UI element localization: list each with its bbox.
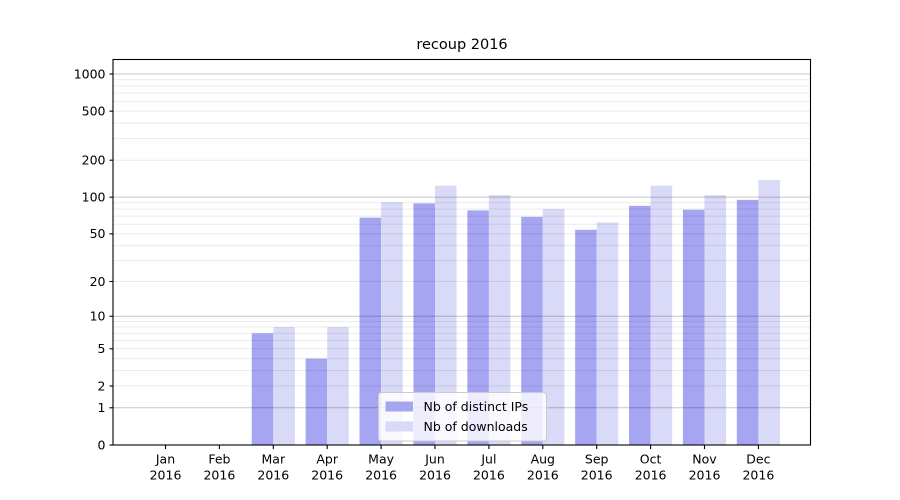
bar-ips-nov-2016 (682, 209, 705, 445)
x-tick-label-year-mar-2016: 2016 (257, 468, 289, 483)
bar-downloads-oct-2016 (650, 185, 673, 445)
bar-ips-apr-2016 (305, 358, 328, 445)
x-tick-label-aug-2016: Aug (531, 452, 555, 467)
y-tick-label-10: 10 (90, 309, 106, 324)
legend-swatch-nb-of-downloads (385, 421, 413, 432)
bar-ips-jun-2016 (413, 203, 435, 445)
chart-title: recoup 2016 (416, 37, 508, 53)
bar-downloads-sep-2016 (596, 222, 619, 445)
x-tick-label-year-jun-2016: 2016 (419, 468, 451, 483)
legend-box (378, 392, 547, 442)
bar-ips-may-2016 (359, 217, 382, 445)
x-tick-label-year-jan-2016: 2016 (150, 468, 182, 483)
bar-ips-aug-2016 (521, 216, 543, 445)
y-tick-label-2: 2 (98, 378, 106, 393)
x-tick-label-year-dec-2016: 2016 (742, 468, 774, 483)
x-tick-label-year-sep-2016: 2016 (581, 468, 613, 483)
bar-ips-sep-2016 (575, 229, 597, 445)
x-tick-label-year-aug-2016: 2016 (527, 468, 559, 483)
y-tick-label-1: 1 (98, 400, 106, 415)
bar-ips-oct-2016 (629, 205, 651, 445)
x-tick-label-nov-2016: Nov (692, 452, 717, 467)
legend-label-nb-of-distinct-ips: Nb of distinct IPs (424, 399, 529, 414)
bar-ips-jul-2016 (467, 210, 489, 445)
x-tick-label-year-may-2016: 2016 (365, 468, 397, 483)
x-tick-label-year-feb-2016: 2016 (203, 468, 235, 483)
bar-ips-mar-2016 (251, 333, 274, 445)
x-tick-label-jun-2016: Jun (424, 452, 445, 467)
x-tick-label-year-oct-2016: 2016 (635, 468, 667, 483)
bar-downloads-jun-2016 (435, 185, 457, 445)
x-tick-label-year-apr-2016: 2016 (311, 468, 343, 483)
legend-label-nb-of-downloads: Nb of downloads (424, 419, 528, 434)
x-tick-label-year-nov-2016: 2016 (689, 468, 721, 483)
legend: Nb of distinct IPs Nb of downloads (378, 392, 547, 442)
gridlines (113, 73, 811, 409)
y-tick-label-1000: 1000 (74, 66, 106, 81)
bar-downloads-mar-2016 (273, 327, 295, 445)
y-tick-label-20: 20 (90, 274, 106, 289)
bar-downloads-dec-2016 (758, 180, 780, 445)
x-tick-label-apr-2016: Apr (316, 452, 338, 467)
x-tick-label-dec-2016: Dec (746, 452, 770, 467)
bar-downloads-may-2016 (381, 202, 403, 445)
x-tick-label-mar-2016: Mar (262, 452, 286, 467)
y-tick-label-100: 100 (82, 189, 106, 204)
x-tick-label-sep-2016: Sep (585, 452, 609, 467)
bar-downloads-apr-2016 (327, 327, 349, 445)
x-tick-label-may-2016: May (368, 452, 394, 467)
x-tick-label-jan-2016: Jan (155, 452, 175, 467)
x-tick-label-oct-2016: Oct (640, 452, 662, 467)
x-tick-label-year-jul-2016: 2016 (473, 468, 505, 483)
y-tick-label-50: 50 (90, 226, 106, 241)
y-tick-label-500: 500 (82, 103, 106, 118)
bar-downloads-aug-2016 (542, 209, 565, 445)
bar-downloads-nov-2016 (704, 195, 727, 445)
legend-swatch-nb-of-distinct-ips (385, 401, 413, 412)
y-tick-label-0: 0 (98, 437, 106, 452)
plot-border (112, 58, 812, 446)
x-tick-label-jul-2016: Jul (480, 452, 496, 467)
bar-downloads-jul-2016 (488, 195, 511, 445)
y-tick-label-5: 5 (98, 341, 106, 356)
bar-ips-dec-2016 (736, 199, 759, 445)
y-tick-label-200: 200 (82, 153, 106, 168)
x-tick-label-feb-2016: Feb (208, 452, 230, 467)
